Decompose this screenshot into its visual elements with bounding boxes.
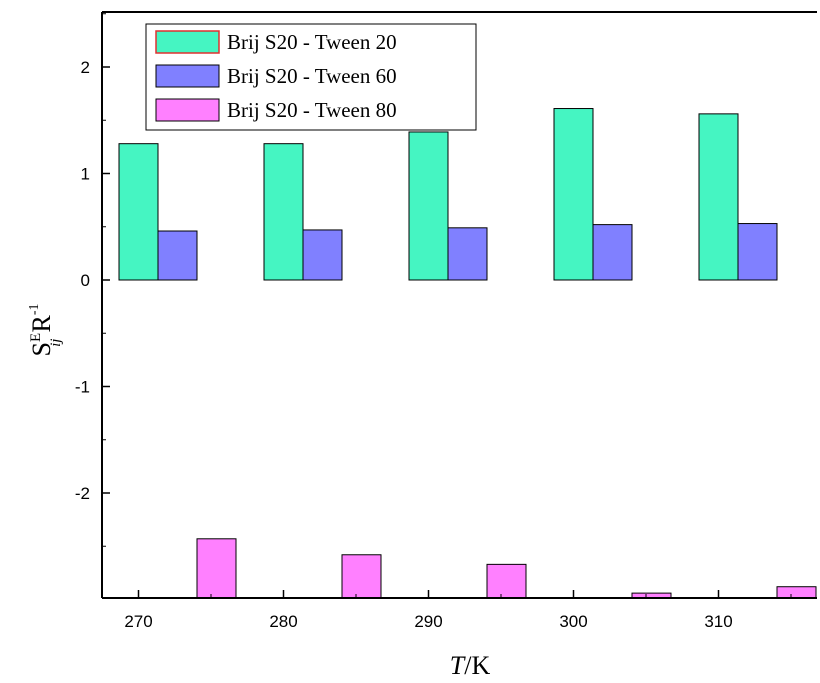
legend-swatch-tween-60 (155, 64, 220, 88)
bar-270-series-3 (196, 538, 237, 599)
bar-270-series-2 (157, 230, 198, 281)
x-tick-label: 290 (414, 612, 442, 631)
x-tick-label: 300 (559, 612, 587, 631)
legend-label-tween-20: Brij S20 - Tween 20 (227, 30, 397, 54)
bar-270-series-1 (118, 143, 159, 281)
bar-300-series-1 (553, 108, 594, 281)
legend: Brij S20 - Tween 20 Brij S20 - Tween 60 … (145, 23, 477, 131)
bar-290-series-1 (408, 131, 449, 281)
bar-280-series-2 (302, 229, 343, 281)
bar-310-series-2 (737, 223, 778, 281)
bar-300-series-2 (592, 224, 633, 281)
axes-layer (101, 11, 817, 599)
y-tick-label: 0 (81, 271, 90, 290)
y-tick-label: 1 (81, 165, 90, 184)
bar-280-series-1 (263, 143, 304, 281)
legend-swatch-tween-20 (155, 30, 220, 54)
legend-label-tween-80: Brij S20 - Tween 80 (227, 98, 397, 122)
bar-310-series-1 (698, 113, 739, 281)
x-tick-label: 310 (704, 612, 732, 631)
bar-290-series-2 (447, 227, 488, 281)
x-tick-label: 270 (124, 612, 152, 631)
bar-280-series-3 (341, 554, 382, 599)
y-tick-label: 2 (81, 58, 90, 77)
bars-layer (118, 108, 817, 599)
y-tick-label: -2 (75, 484, 90, 503)
y-axis-title: SEijR-1 (27, 304, 64, 357)
y-tick-label: -1 (75, 378, 90, 397)
legend-swatch-tween-80 (155, 98, 220, 122)
bar-310-series-3 (776, 586, 817, 599)
bar-290-series-3 (486, 563, 527, 599)
x-tick-label: 280 (269, 612, 297, 631)
x-axis-title: T/K (450, 651, 491, 680)
legend-label-tween-60: Brij S20 - Tween 60 (227, 64, 397, 88)
ticks-layer: 2 1 0 -1 -2 270 280 290 300 310 (75, 13, 792, 631)
